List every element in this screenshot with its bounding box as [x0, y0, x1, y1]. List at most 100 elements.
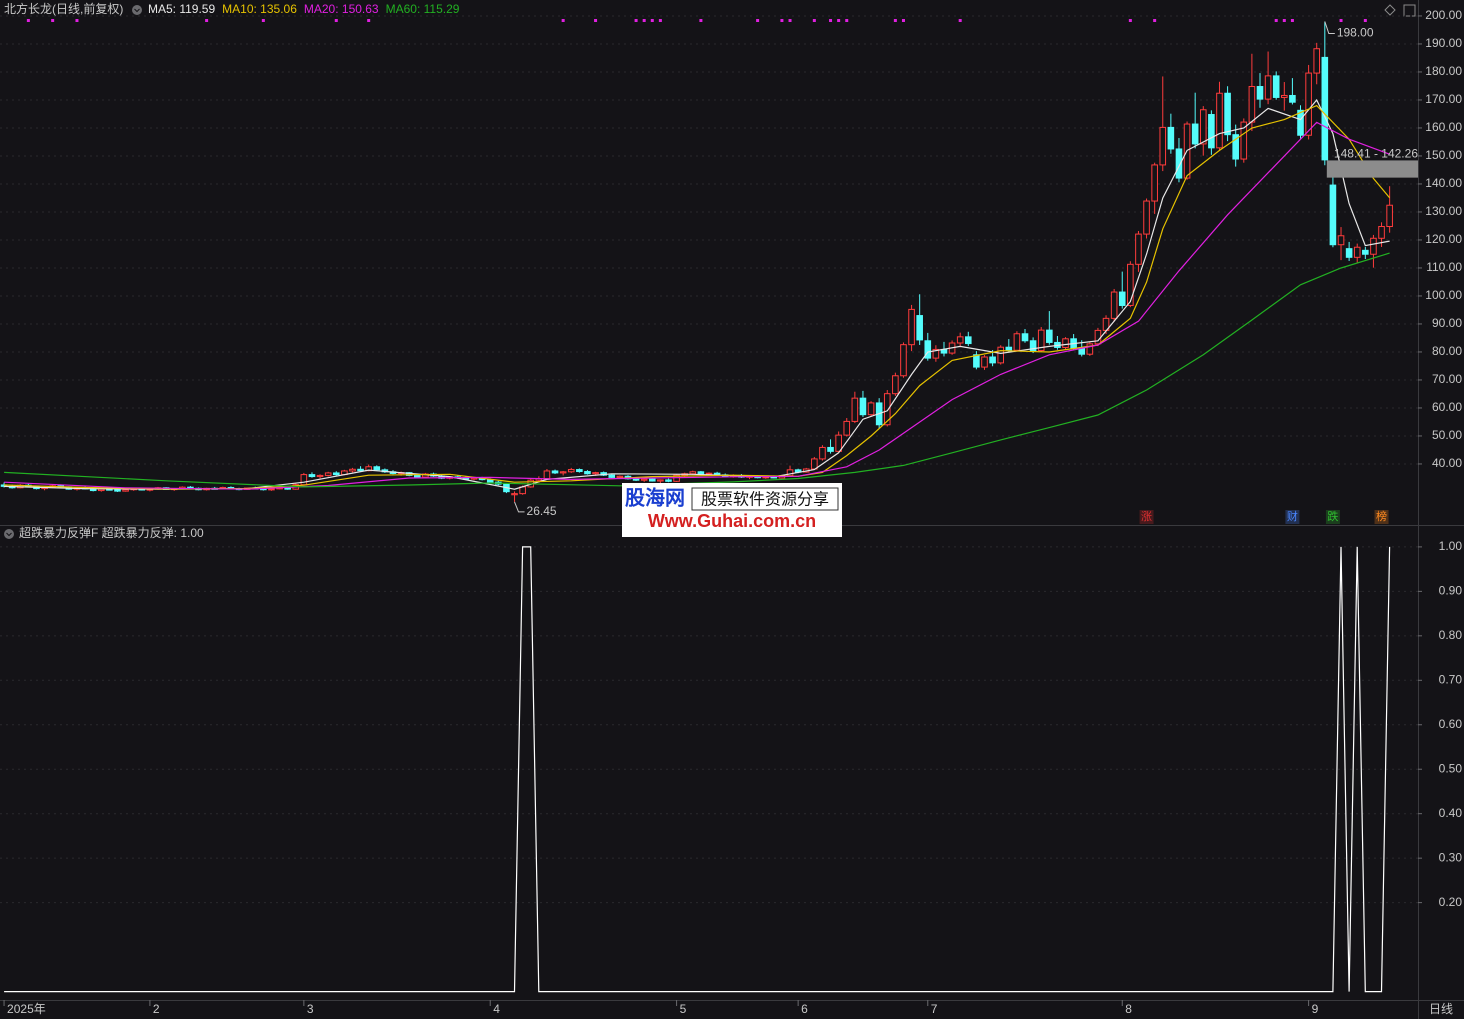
candle-body	[657, 479, 664, 482]
candle-body	[1118, 291, 1126, 306]
signal-dot	[893, 19, 897, 22]
event-marker-box	[1285, 510, 1300, 524]
signal-dot	[594, 19, 598, 22]
candle-body	[964, 336, 972, 345]
signal-dot	[261, 19, 265, 22]
series-line	[4, 121, 1390, 490]
candle-body	[592, 472, 599, 475]
signal-dot	[901, 19, 905, 22]
candle-body	[1289, 94, 1296, 103]
signal-dot	[1290, 19, 1294, 22]
signal-dot	[75, 19, 79, 22]
y-tick-label: 0.80	[1439, 628, 1463, 642]
watermark-tagline-box	[691, 487, 839, 511]
signal-dot	[1153, 19, 1157, 22]
candle-body	[1264, 75, 1272, 100]
signal-dot	[650, 19, 654, 22]
y-tick-label: 70.00	[1432, 372, 1462, 386]
indicator-toggle-icon[interactable]	[4, 529, 14, 539]
candle-body	[1224, 92, 1231, 136]
y-tick-label: 180.00	[1425, 64, 1462, 78]
y-tick-label: 1.00	[1439, 539, 1463, 553]
candle-body	[1216, 92, 1223, 149]
event-marker: 财	[1287, 509, 1298, 523]
x-tick-label: 8	[1125, 1002, 1132, 1016]
y-tick-label: 140.00	[1425, 176, 1462, 190]
candle-body	[648, 478, 656, 482]
diamond-icon[interactable]	[1384, 4, 1396, 16]
chart-title: 北方长龙(日线,前复权)	[4, 1, 123, 16]
annotation-pointer	[514, 501, 525, 513]
annotation-pointer	[1324, 21, 1335, 35]
candle-body	[1110, 291, 1118, 319]
signal-dot	[756, 19, 760, 22]
window-icon[interactable]	[1403, 4, 1416, 17]
candle-body	[1151, 164, 1158, 202]
signal-dot	[634, 19, 638, 22]
signal-dot	[958, 19, 962, 22]
candle-body	[551, 470, 559, 474]
signal-dot	[1274, 19, 1278, 22]
candle-body	[956, 336, 964, 344]
event-marker: 榜	[1376, 509, 1387, 523]
legend-entry: MA20: 150.63	[304, 2, 379, 16]
candle-body	[1232, 134, 1239, 160]
candle-body	[413, 474, 421, 478]
event-marker-box	[1374, 510, 1389, 524]
y-tick-label: 110.00	[1426, 260, 1462, 274]
y-tick-label: 0.20	[1439, 895, 1463, 909]
candle-body	[851, 397, 859, 422]
candle-body	[883, 393, 891, 426]
candle-body	[616, 475, 624, 478]
candle-body	[900, 344, 907, 377]
signal-dot	[1282, 19, 1286, 22]
candle-body	[1199, 109, 1207, 145]
y-tick-label: 0.70	[1439, 672, 1463, 686]
candle-body	[1046, 329, 1053, 343]
y-tick-label: 0.30	[1439, 850, 1463, 864]
candle-body	[559, 471, 567, 474]
signal-dot	[829, 19, 833, 22]
y-tick-label: 60.00	[1432, 400, 1462, 414]
legend-entry: MA60: 115.29	[386, 2, 460, 16]
candle-body	[1353, 246, 1361, 258]
y-tick-label: 90.00	[1432, 316, 1462, 330]
candle-body	[1256, 86, 1264, 100]
watermark: 股海网 股票软件资源分享 Www.Guhai.com.cn	[622, 483, 842, 537]
y-tick-label: 170.00	[1425, 92, 1462, 106]
x-tick-label: 4	[493, 1002, 500, 1016]
y-tick-label: 100.00	[1425, 288, 1462, 302]
candle-body	[981, 356, 988, 368]
candle-body	[1345, 248, 1353, 258]
candle-body	[989, 356, 996, 364]
candle-body	[1062, 338, 1069, 348]
signal-dot	[788, 19, 792, 22]
candle-body	[1159, 126, 1167, 166]
y-tick-label: 120.00	[1425, 232, 1462, 246]
y-tick-label: 130.00	[1425, 204, 1462, 218]
x-tick-label: 5	[680, 1002, 687, 1016]
x-tick-label: 2	[153, 1002, 160, 1016]
signal-dot	[334, 19, 338, 22]
y-tick-label: 200.00	[1425, 8, 1462, 22]
candle-body	[1248, 86, 1256, 123]
ma-toggle-icon[interactable]	[132, 5, 142, 15]
signal-dot	[26, 19, 30, 22]
candle-body	[1386, 204, 1393, 228]
candle-body	[114, 489, 121, 492]
candle-body	[1175, 148, 1183, 179]
y-tick-label: 160.00	[1425, 120, 1462, 134]
candle-body	[1313, 48, 1321, 74]
signal-dot	[780, 19, 784, 22]
candle-body	[1370, 237, 1377, 255]
candle-body	[932, 348, 940, 359]
x-tick-label: 7	[931, 1002, 938, 1016]
candle-body	[584, 471, 591, 475]
indicator-title: 超跌暴力反弹F 超跌暴力反弹: 1.00	[19, 525, 204, 540]
event-marker: 涨	[1141, 510, 1152, 523]
x-tick-label: 6	[801, 1002, 808, 1016]
y-tick-label: 150.00	[1425, 148, 1462, 162]
y-tick-label: 0.50	[1439, 761, 1463, 775]
candle-body	[332, 472, 340, 476]
